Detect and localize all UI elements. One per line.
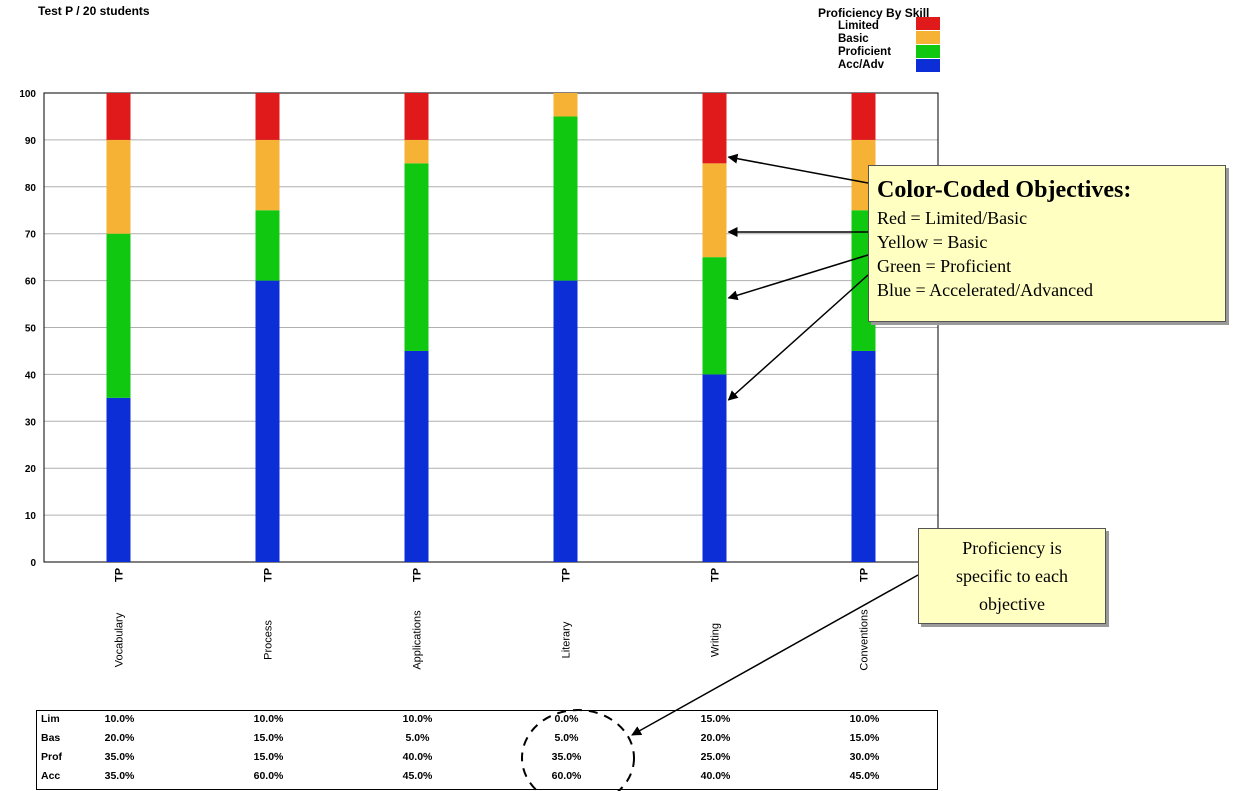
table-cell: 25.0% bbox=[700, 751, 731, 763]
y-tick-label: 10 bbox=[25, 511, 37, 522]
y-tick-label: 50 bbox=[25, 324, 37, 335]
x-group-label: TP bbox=[561, 568, 573, 582]
bar-segment-limited-process bbox=[255, 93, 280, 140]
bar-segment-basic-applications bbox=[404, 139, 429, 164]
table-cell: 5.0% bbox=[405, 732, 430, 744]
callout-line-yellow: Yellow = Basic bbox=[877, 232, 988, 252]
y-tick-label: 80 bbox=[25, 183, 37, 194]
bar-segment-limited-conventions bbox=[851, 93, 876, 140]
y-tick-label: 20 bbox=[25, 464, 37, 475]
table-cell: 45.0% bbox=[849, 770, 880, 782]
proficiency-note-text: Proficiency is specific to each objectiv… bbox=[956, 538, 1068, 614]
y-tick-label: 70 bbox=[25, 230, 37, 241]
bar-segment-limited-applications bbox=[404, 93, 429, 140]
x-group-label: TP bbox=[710, 568, 722, 582]
table-cell: 45.0% bbox=[402, 770, 433, 782]
x-category-label: Literary bbox=[561, 621, 573, 658]
plot-frame bbox=[43, 92, 939, 563]
proficiency-arrow bbox=[631, 574, 919, 736]
chart-subtitle: Test P / 20 students bbox=[38, 4, 150, 18]
legend-label-limited: Limited bbox=[838, 20, 879, 32]
table-row-label: Bas bbox=[41, 732, 61, 744]
callout-arrow bbox=[727, 274, 869, 401]
x-category-label: Vocabulary bbox=[114, 612, 126, 667]
bar-segment-proficient-applications bbox=[404, 163, 429, 351]
x-category-label: Applications bbox=[412, 610, 424, 670]
y-tick-label: 60 bbox=[25, 277, 37, 288]
y-tick-label: 30 bbox=[25, 417, 37, 428]
table-cell: 10.0% bbox=[402, 713, 433, 725]
bar-segment-acc-adv-literary bbox=[553, 280, 578, 562]
bar-segment-proficient-process bbox=[255, 210, 280, 281]
bar-segment-proficient-literary bbox=[553, 116, 578, 281]
bar-segment-basic-vocabulary bbox=[106, 139, 131, 234]
table-cell: 60.0% bbox=[253, 770, 284, 782]
bar-segment-proficient-writing bbox=[702, 257, 727, 375]
legend-swatch-limited bbox=[916, 17, 940, 30]
callout-line-green: Green = Proficient bbox=[877, 256, 1012, 276]
table-cell: 15.0% bbox=[849, 732, 880, 744]
table-cell: 10.0% bbox=[104, 713, 135, 725]
proficiency-note-callout: Proficiency is specific to each objectiv… bbox=[918, 528, 1106, 624]
table-cell: 10.0% bbox=[253, 713, 284, 725]
table-cell: 15.0% bbox=[253, 751, 284, 763]
table-cell: 0.0% bbox=[554, 713, 579, 725]
y-tick-label: 90 bbox=[25, 136, 37, 147]
y-tick-label: 100 bbox=[19, 89, 36, 100]
table-row-label: Lim bbox=[41, 713, 60, 725]
table-cell: 60.0% bbox=[551, 770, 582, 782]
table-cell: 35.0% bbox=[104, 751, 135, 763]
table-cell: 15.0% bbox=[253, 732, 284, 744]
x-category-label: Conventions bbox=[859, 609, 871, 671]
table-cell: 40.0% bbox=[402, 751, 433, 763]
legend-swatch-proficient bbox=[916, 45, 940, 58]
x-category-label: Process bbox=[263, 620, 275, 660]
bar-segment-acc-adv-process bbox=[255, 280, 280, 562]
x-group-label: TP bbox=[859, 568, 871, 582]
legend-swatch-acc-adv bbox=[916, 59, 940, 72]
callout-arrow bbox=[727, 153, 869, 184]
bar-segment-acc-adv-applications bbox=[404, 350, 429, 562]
bar-segment-acc-adv-conventions bbox=[851, 350, 876, 562]
legend-label-proficient: Proficient bbox=[838, 46, 892, 58]
table-cell: 35.0% bbox=[104, 770, 135, 782]
bar-segment-acc-adv-vocabulary bbox=[106, 397, 131, 562]
legend-label-acc-adv: Acc/Adv bbox=[838, 59, 885, 71]
bar-segment-limited-vocabulary bbox=[106, 93, 131, 140]
legend-title: Proficiency By Skill bbox=[818, 6, 930, 20]
table-cell: 5.0% bbox=[554, 732, 579, 744]
table-row-label: Prof bbox=[41, 751, 62, 763]
table-cell: 40.0% bbox=[700, 770, 731, 782]
legend-swatch-basic bbox=[916, 31, 940, 44]
table-cell: 10.0% bbox=[849, 713, 880, 725]
callout-arrow bbox=[727, 254, 869, 301]
x-group-label: TP bbox=[412, 568, 424, 582]
bar-segment-acc-adv-writing bbox=[702, 374, 727, 562]
x-category-label: Writing bbox=[710, 623, 722, 657]
bar-segment-limited-writing bbox=[702, 93, 727, 164]
table-row-label: Acc bbox=[41, 770, 61, 782]
callout-title: Color-Coded Objectives: bbox=[877, 177, 1132, 203]
table-cell: 20.0% bbox=[104, 732, 135, 744]
y-tick-label: 0 bbox=[30, 558, 36, 569]
bar-segment-basic-writing bbox=[702, 163, 727, 258]
callout-line-blue: Blue = Accelerated/Advanced bbox=[877, 280, 1094, 300]
x-group-label: TP bbox=[263, 568, 275, 582]
bar-segment-basic-literary bbox=[553, 93, 578, 117]
legend-label-basic: Basic bbox=[838, 33, 869, 45]
x-group-label: TP bbox=[114, 568, 126, 582]
table-cell: 20.0% bbox=[700, 732, 731, 744]
table-cell: 30.0% bbox=[849, 751, 880, 763]
callout-line-red: Red = Limited/Basic bbox=[877, 208, 1028, 228]
color-coded-objectives-callout: Color-Coded Objectives: Red = Limited/Ba… bbox=[868, 165, 1226, 322]
table-cell: 35.0% bbox=[551, 751, 582, 763]
bar-segment-basic-process bbox=[255, 139, 280, 211]
bar-segment-proficient-vocabulary bbox=[106, 233, 131, 398]
percent-table: Lim 10.0% 10.0% 10.0% 0.0% 15.0% 10.0% Bas 20.0%… bbox=[36, 710, 938, 790]
y-tick-label: 40 bbox=[25, 370, 37, 381]
table-cell: 15.0% bbox=[700, 713, 731, 725]
